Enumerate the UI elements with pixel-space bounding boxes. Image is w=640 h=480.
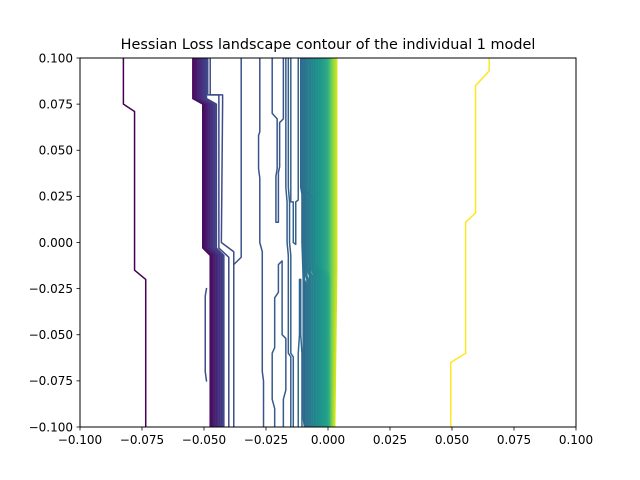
- contour-line: [307, 58, 312, 427]
- contour-line: [198, 58, 218, 427]
- y-axis: −0.100 −0.075 −0.050 −0.025 0.000 0.025 0.050 0…: [29, 51, 80, 434]
- contour-line: [301, 58, 307, 427]
- contour-line: [233, 58, 242, 427]
- contour-line: [271, 260, 287, 427]
- contour-line: [192, 58, 211, 427]
- x-tick-label: −0.100: [58, 433, 102, 447]
- chart-title: Hessian Loss landscape contour of the in…: [121, 37, 536, 53]
- y-tick-label: −0.025: [29, 282, 73, 296]
- contour-line: [304, 58, 309, 427]
- contour-lines: [122, 58, 490, 427]
- x-tick-label: −0.075: [120, 433, 164, 447]
- contour-line: [203, 58, 223, 427]
- contour-line: [193, 58, 213, 427]
- contour-line: [306, 58, 311, 427]
- contour-line: [322, 58, 327, 427]
- x-tick-label: 0.100: [559, 433, 593, 447]
- contour-line: [332, 58, 335, 427]
- contour-line: [303, 58, 308, 427]
- contour-line: [202, 58, 221, 427]
- contour-line: [333, 58, 337, 427]
- contour-line: [299, 58, 306, 427]
- contour-line: [199, 58, 219, 427]
- x-tick-label: 0.025: [373, 433, 407, 447]
- contour-line: [257, 58, 265, 427]
- contour-line: [297, 278, 303, 427]
- y-tick-label: −0.075: [29, 374, 73, 388]
- contour-line: [321, 58, 326, 427]
- y-tick-label: 0.075: [39, 97, 73, 111]
- x-tick-label: 0.000: [311, 433, 345, 447]
- x-tick-label: 0.075: [497, 433, 531, 447]
- contour-line: [204, 58, 224, 427]
- contour-line: [316, 58, 321, 427]
- x-axis: −0.100 −0.075 −0.050 −0.025 0.000 0.025 0.050 0…: [58, 427, 593, 447]
- y-tick-label: 0.100: [39, 51, 73, 65]
- contour-line: [319, 58, 324, 427]
- contour-line: [206, 58, 230, 427]
- contour-line: [308, 58, 313, 427]
- contour-line: [302, 58, 307, 427]
- contour-line: [197, 58, 216, 427]
- contour-line: [204, 287, 208, 382]
- x-tick-label: −0.050: [182, 433, 226, 447]
- contour-line: [195, 58, 215, 427]
- y-tick-label: 0.000: [39, 236, 73, 250]
- x-tick-label: −0.025: [244, 433, 288, 447]
- y-tick-label: 0.050: [39, 144, 73, 158]
- contour-line: [200, 58, 220, 427]
- contour-line: [271, 58, 285, 223]
- contour-line: [205, 58, 225, 427]
- plot-area: [79, 57, 577, 428]
- contour-line: [318, 58, 323, 427]
- x-tick-label: 0.050: [435, 433, 469, 447]
- contour-line: [290, 58, 299, 246]
- contour-line: [323, 58, 328, 427]
- y-tick-label: 0.025: [39, 190, 73, 204]
- contour-line: [194, 58, 214, 427]
- contour-line: [329, 58, 332, 427]
- y-tick-label: −0.050: [29, 328, 73, 342]
- contour-line: [312, 58, 317, 427]
- contour-line: [309, 58, 314, 427]
- contour-line: [314, 58, 319, 427]
- contour-line: [285, 58, 292, 427]
- contour-line: [287, 58, 295, 427]
- contour-line: [317, 58, 322, 427]
- y-tick-label: −0.100: [29, 420, 73, 434]
- contour-line: [331, 58, 334, 427]
- contour-line: [450, 58, 490, 427]
- contour-line: [333, 58, 338, 427]
- contour-line: [313, 58, 318, 427]
- contour-line: [122, 58, 147, 427]
